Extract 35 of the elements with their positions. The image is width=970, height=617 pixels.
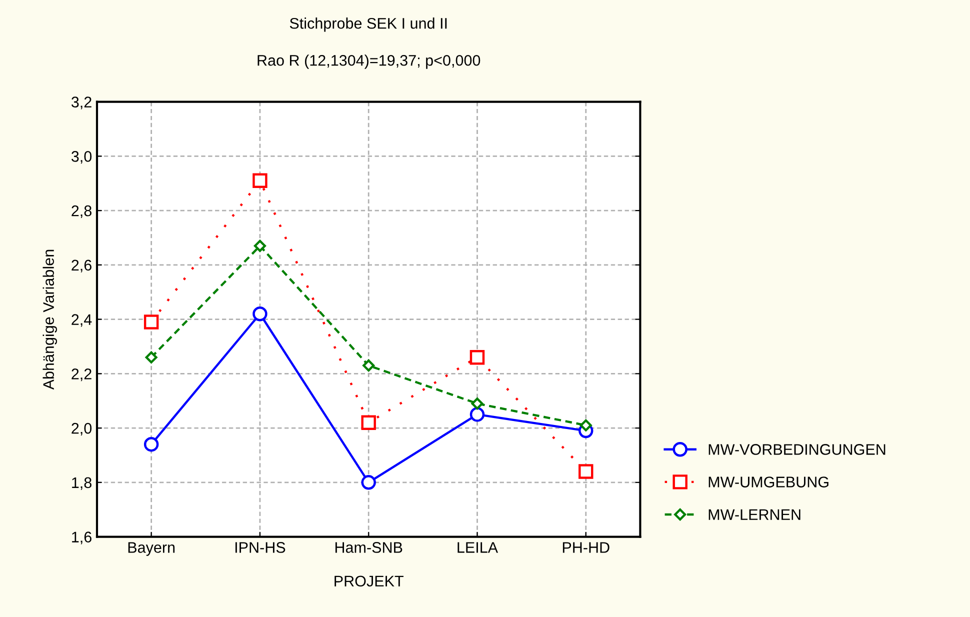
y-tick-label: 1,6 — [72, 532, 92, 544]
y-tick-label: 1,8 — [72, 477, 92, 490]
point — [144, 436, 159, 452]
x-tick-label: Ham-SNB — [335, 542, 402, 553]
x-tick-label: IPN-HS — [235, 542, 286, 553]
point — [361, 415, 376, 430]
y-tick-label: 2,6 — [72, 260, 92, 272]
point — [254, 240, 266, 252]
y-axis-title: Abhängige Variablen — [42, 250, 58, 390]
chart-subtitle: Rao R (12,1304)=19,37; p<0,000 — [258, 54, 480, 69]
legend-label: MW-UMGEBUNG — [708, 476, 828, 488]
chart-title: Stichprobe SEK I und II — [290, 18, 447, 32]
point — [362, 359, 375, 372]
y-tick-label: 3,2 — [71, 96, 92, 110]
point — [252, 306, 268, 322]
point — [578, 464, 594, 479]
point — [470, 407, 485, 422]
point — [361, 475, 376, 490]
y-tick-label: 2,8 — [72, 205, 92, 218]
x-tick-label: PH-HD — [562, 542, 610, 553]
y-tick-label: 2,4 — [72, 314, 92, 327]
point — [145, 351, 158, 364]
y-tick-label: 3,0 — [71, 151, 92, 164]
point — [471, 398, 484, 410]
legend-label: MW-LERNEN — [708, 509, 800, 520]
x-axis-title: PROJEKT — [334, 576, 404, 587]
point — [144, 314, 159, 330]
point — [252, 173, 268, 188]
y-tick-label: 2,0 — [72, 422, 92, 436]
x-tick-label: LEILA — [458, 542, 498, 553]
point — [470, 350, 485, 365]
x-tick-label: Bayern — [128, 542, 175, 556]
point — [580, 419, 592, 432]
y-tick-label: 2,2 — [72, 368, 92, 382]
legend-label: MW-VORBEDINGUNGEN — [708, 444, 886, 455]
